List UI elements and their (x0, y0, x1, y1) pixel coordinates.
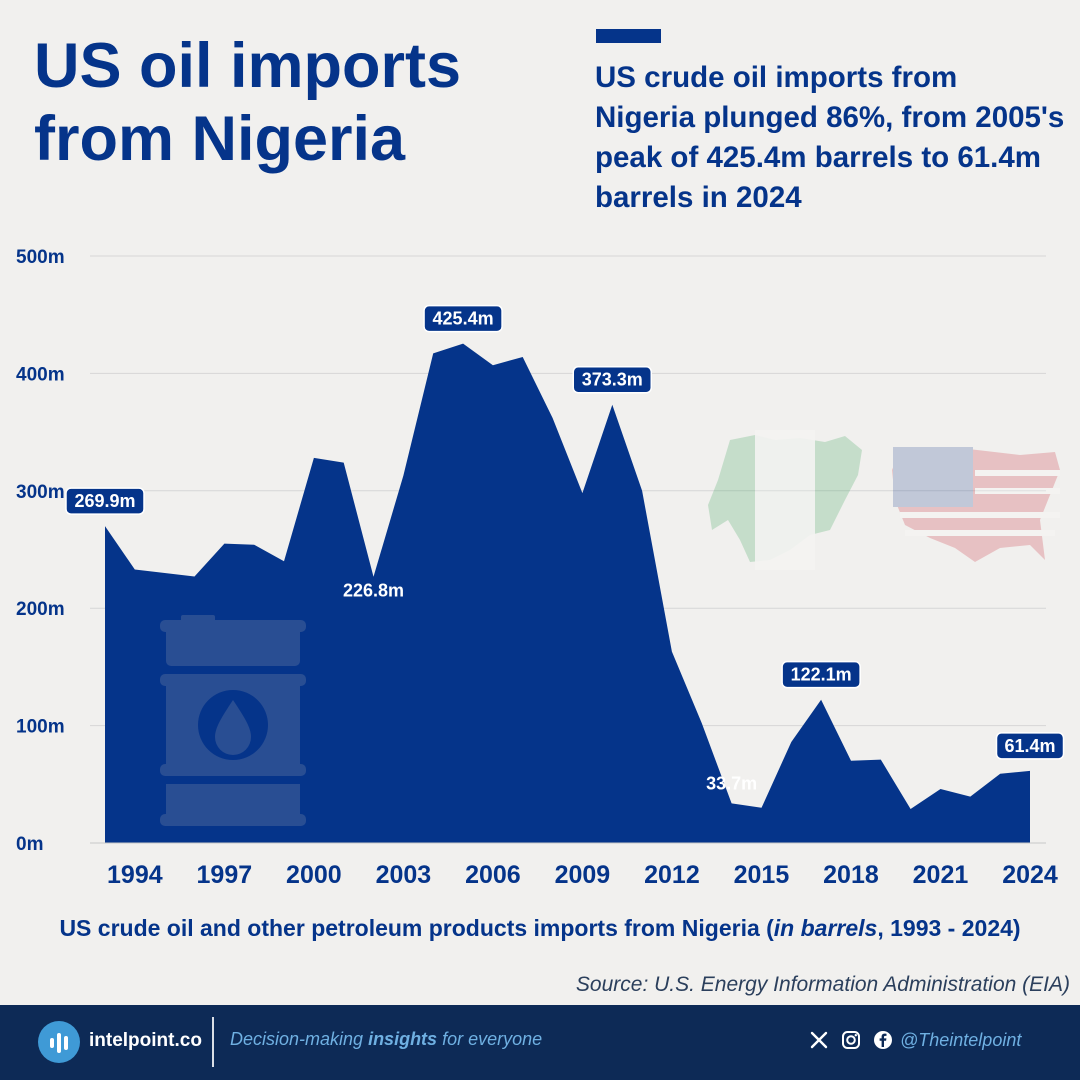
nigeria-map-icon (708, 430, 862, 570)
chart-caption: US crude oil and other petroleum product… (0, 915, 1080, 942)
caption-prefix: US crude oil and other petroleum product… (59, 915, 774, 941)
x-tick-label: 1994 (107, 861, 163, 889)
title-line-2: from Nigeria (34, 104, 406, 174)
y-axis-labels: 0m 100m 200m 300m 400m 500m (16, 247, 65, 855)
tagline: Decision-making insights for everyone (230, 1029, 542, 1050)
y-tick-label: 0m (16, 834, 43, 855)
svg-text:269.9m: 269.9m (74, 491, 135, 511)
area-chart: 0m 100m 200m 300m 400m 500m 1994 1997 2000 2003 2… (16, 247, 1065, 889)
title-line-1: US oil imports (34, 31, 462, 101)
data-label: 373.3m (572, 365, 653, 394)
imports-area (105, 343, 1030, 843)
brand-name[interactable]: intelpoint.co (89, 1030, 202, 1051)
oil-barrel-icon (160, 615, 306, 826)
data-label: 122.1m (781, 660, 861, 689)
caption-suffix: , 1993 - 2024) (877, 915, 1021, 941)
y-tick-label: 500m (16, 247, 65, 268)
accent-bar (596, 29, 661, 43)
footer: intelpoint.co Decision-making insights f… (0, 1005, 1080, 1080)
source-note: Source: U.S. Energy Information Administ… (575, 973, 1070, 996)
x-tick-label: 2024 (1002, 861, 1058, 889)
decorations (708, 430, 1060, 570)
svg-text:425.4m: 425.4m (433, 309, 494, 329)
svg-text:61.4m: 61.4m (1004, 736, 1055, 756)
x-tick-label: 2006 (465, 861, 521, 889)
x-tick-label: 1997 (197, 861, 253, 889)
svg-text:373.3m: 373.3m (582, 370, 643, 390)
x-tick-label: 2018 (823, 861, 879, 889)
x-tick-label: 2012 (644, 861, 700, 889)
footer-divider (212, 1017, 214, 1067)
tagline-bold: insights (368, 1029, 438, 1049)
x-tick-label: 2003 (376, 861, 432, 889)
bar-logo-icon (50, 1033, 68, 1053)
headline-summary: US crude oil imports from Nigeria plunge… (595, 61, 1065, 214)
y-tick-label: 300m (16, 482, 65, 503)
y-tick-label: 100m (16, 717, 65, 738)
data-label: 61.4m (995, 732, 1065, 760)
x-tick-label: 2000 (286, 861, 342, 889)
x-tick-label: 2009 (555, 861, 611, 889)
facebook-icon[interactable] (872, 1029, 894, 1051)
usa-map-icon (892, 447, 1060, 562)
data-label: 33.7m (706, 773, 757, 793)
tagline-pre: Decision-making (230, 1029, 369, 1049)
tagline-post: for everyone (437, 1029, 543, 1049)
data-labels: 269.9m 226.8m 425.4m 373.3m 33.7m 122.1m 61.4m (65, 304, 1065, 793)
social-links (808, 1029, 894, 1051)
svg-text:122.1m: 122.1m (791, 665, 852, 685)
data-label: 226.8m (343, 581, 404, 601)
page-title: US oil imports from Nigeria (34, 30, 554, 176)
caption-italic: in barrels (773, 915, 878, 941)
social-handle[interactable]: @Theintelpoint (900, 1030, 1022, 1050)
x-tick-label: 2021 (913, 861, 969, 889)
y-tick-label: 200m (16, 599, 65, 620)
x-axis-labels: 1994 1997 2000 2003 2006 2009 2012 2015 2018 2021… (107, 861, 1058, 889)
intelpoint-logo[interactable] (38, 1021, 80, 1063)
x-icon[interactable] (808, 1029, 830, 1051)
instagram-icon[interactable] (840, 1029, 862, 1051)
x-tick-label: 2015 (734, 861, 790, 889)
data-label: 425.4m (423, 304, 503, 333)
y-tick-label: 400m (16, 364, 65, 385)
data-label: 269.9m (65, 487, 145, 515)
